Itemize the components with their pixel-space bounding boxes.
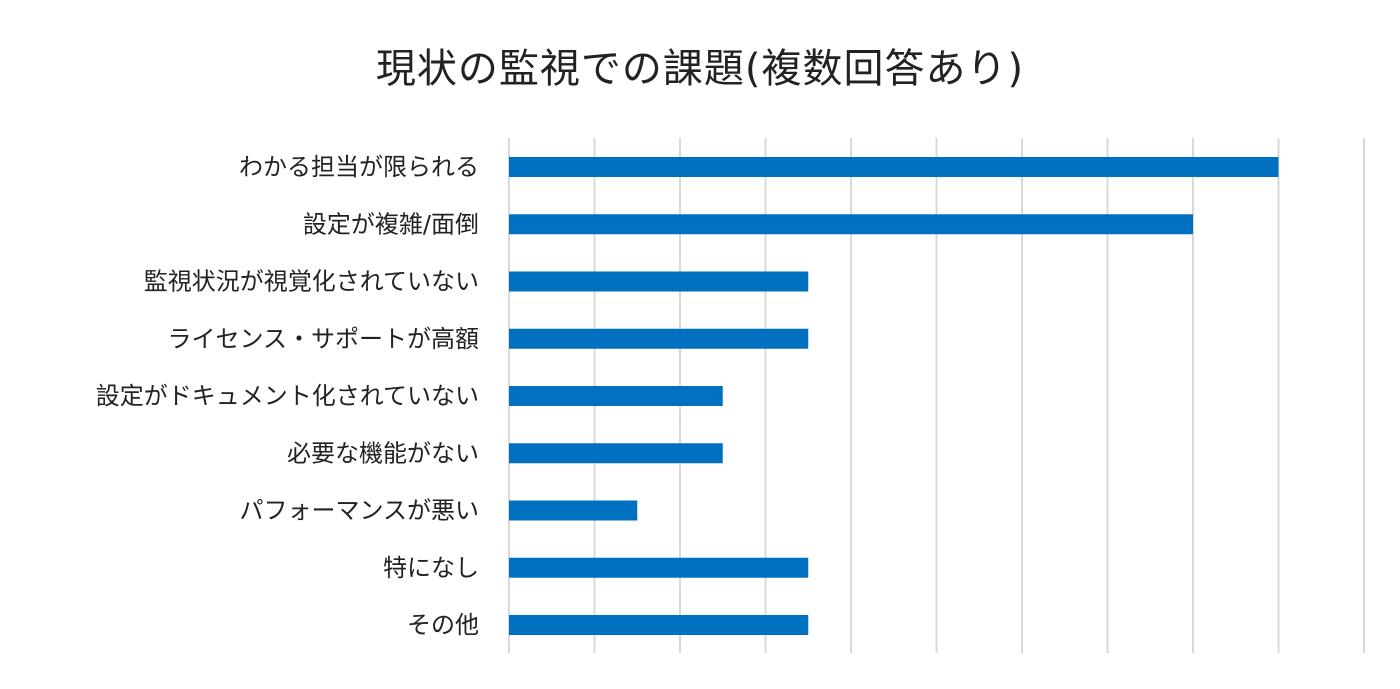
bar: [509, 271, 809, 292]
bar: [509, 443, 723, 464]
category-label: 監視状況が視覚化されていない: [144, 268, 479, 296]
bar: [509, 386, 723, 406]
category-label: ライセンス・サポートが高額: [167, 325, 479, 353]
category-label: 特になし: [383, 554, 479, 582]
bar: [509, 157, 1279, 177]
category-label: わかる担当が限られる: [239, 153, 479, 181]
bar: [509, 214, 1193, 235]
bar: [509, 500, 638, 521]
bar: [509, 615, 809, 635]
bars: [509, 157, 1279, 635]
category-label: 設定が複雑/面倒: [303, 210, 479, 238]
category-labels: わかる担当が限られる設定が複雑/面倒監視状況が視覚化されていないライセンス・サポ…: [96, 153, 479, 639]
category-label: その他: [407, 611, 479, 639]
category-label: パフォーマンスが悪い: [239, 497, 479, 525]
category-label: 設定がドキュメント化されていない: [96, 382, 479, 410]
chart-title: 現状の監視での課題(複数回答あり): [375, 46, 1025, 92]
bar: [509, 328, 809, 349]
category-label: 必要な機能がない: [287, 439, 479, 467]
bar: [509, 557, 809, 578]
